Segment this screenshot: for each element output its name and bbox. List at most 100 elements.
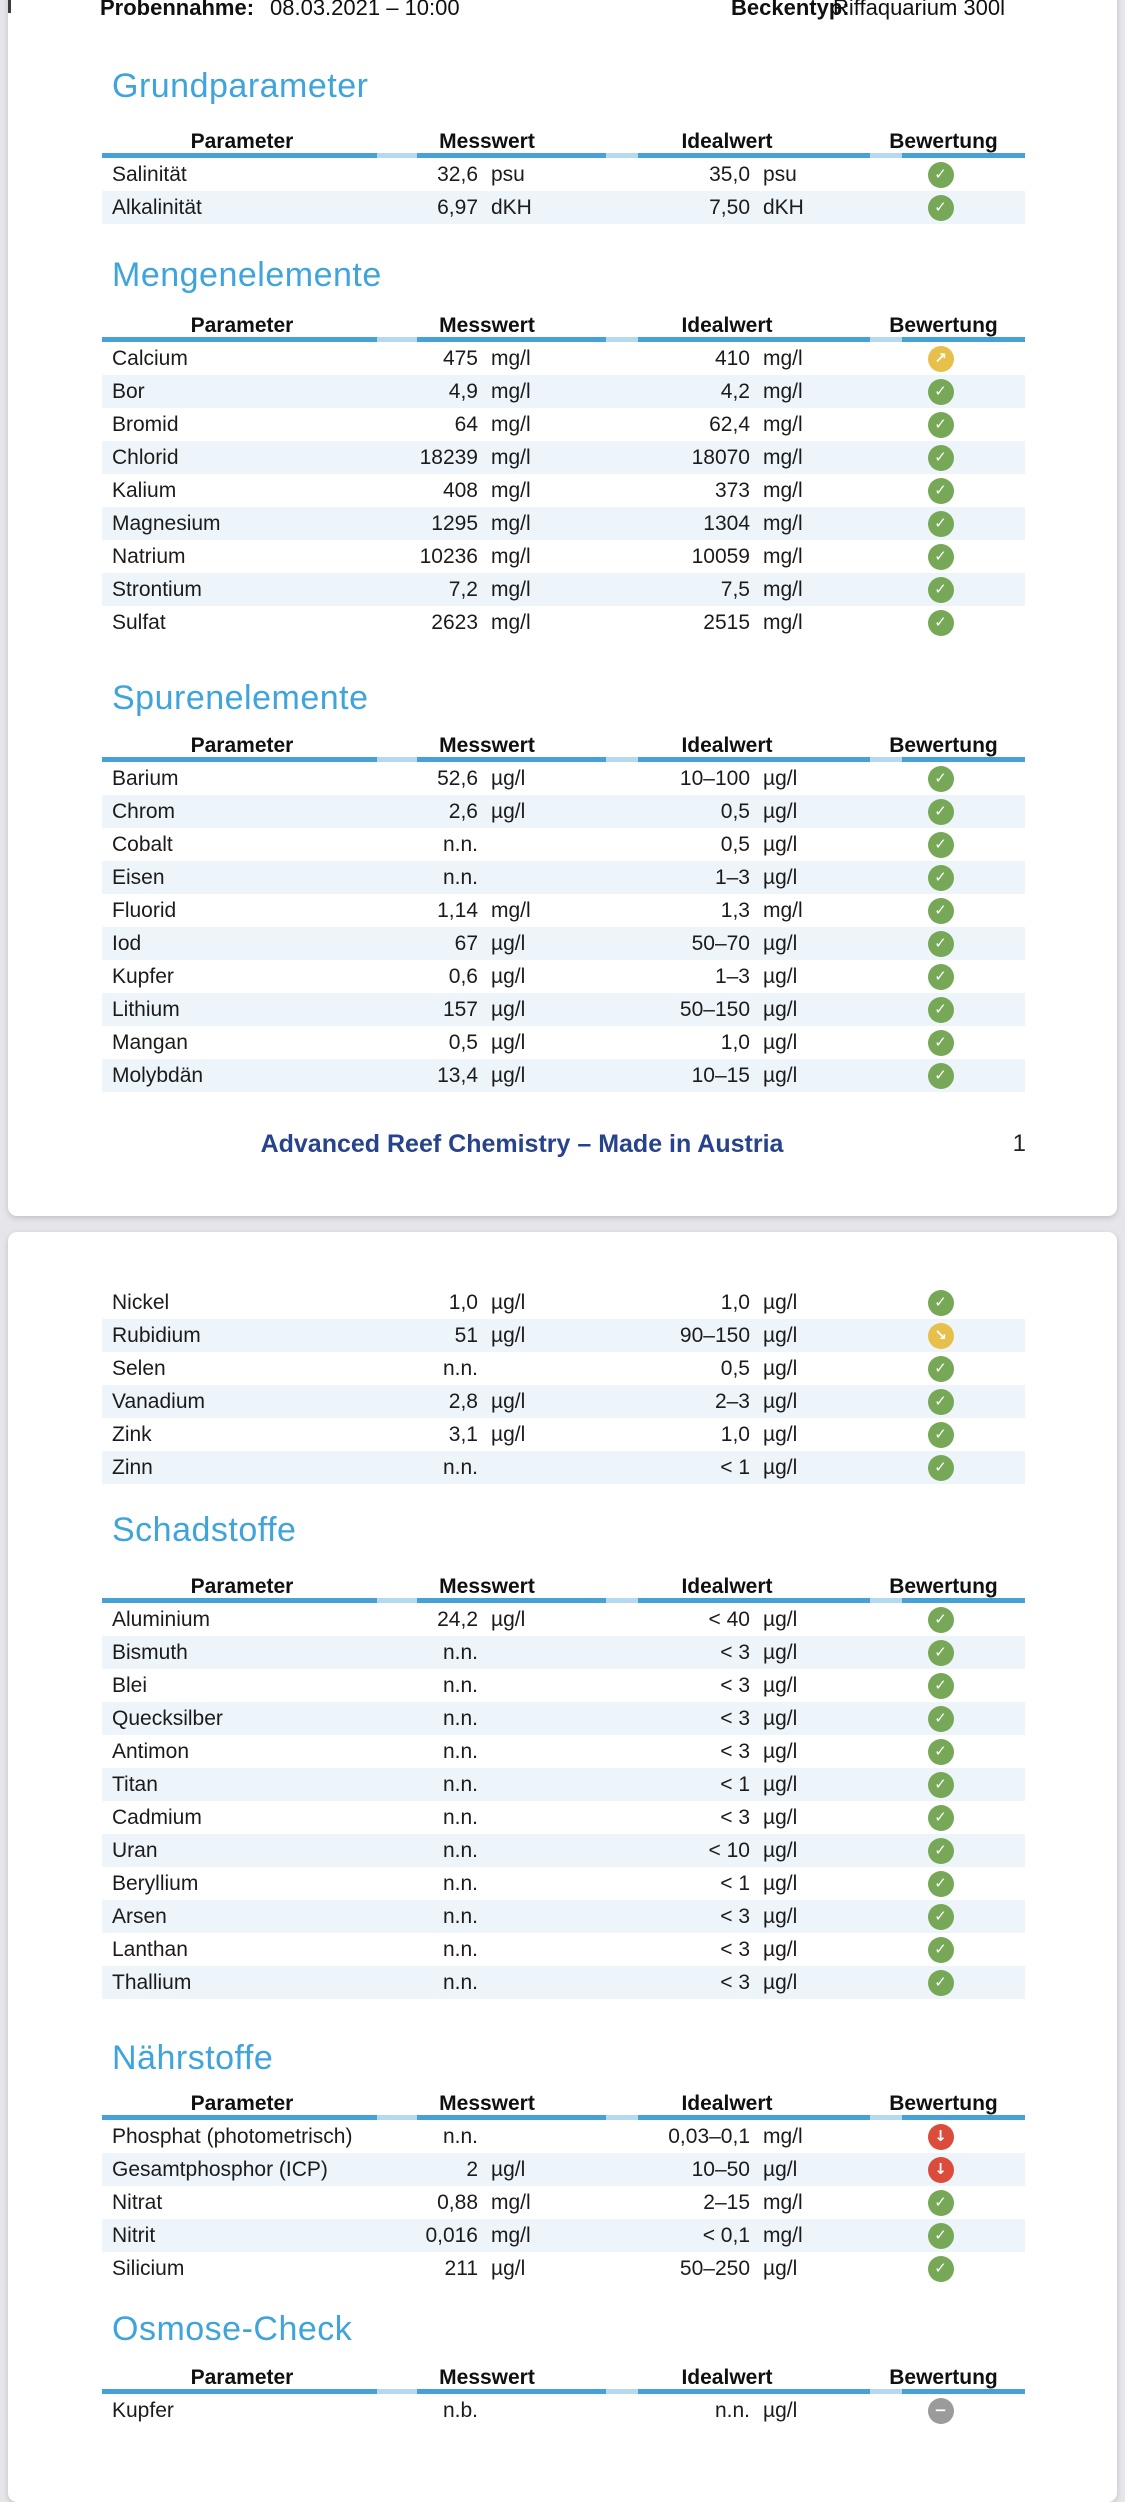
table-row: Kupfer n.b. n.n. µg/l −: [102, 2394, 1025, 2427]
status-ok-check-icon: ✓: [927, 194, 954, 221]
underline-segment: [102, 2115, 377, 2120]
ideal-unit: µg/l: [763, 1064, 798, 1087]
measured-unit: [478, 861, 576, 894]
parameter-name: Vanadium: [112, 1390, 206, 1413]
tank-type-value: Riffaquarium 300l: [833, 0, 1006, 20]
table-header-row: Parameter Messwert Idealwert Bewertung: [102, 315, 1025, 336]
section-title-naehr: Nährstoffe: [112, 2039, 274, 2077]
ideal-value: 2–15: [703, 2191, 750, 2214]
ideal-unit: mg/l: [763, 2224, 803, 2247]
underline-segment: [417, 2115, 606, 2120]
status-cell: ✓: [848, 1669, 1025, 1702]
status-cell: ✓: [848, 158, 1025, 191]
tank-type-label: Beckentyp:: [731, 0, 850, 20]
measured-unit: mg/l: [491, 380, 531, 403]
table-row: Strontium 7,2 mg/l 7,5 mg/l ✓: [102, 573, 1025, 606]
parameter-name: Mangan: [112, 1031, 188, 1054]
status-cell: ✓: [848, 1801, 1025, 1834]
ideal-unit: µg/l: [763, 965, 798, 988]
table-row: Blei n.n. < 3 µg/l ✓: [102, 1669, 1025, 1702]
measured-unit: [478, 1768, 576, 1801]
table-header-underline: [102, 757, 1025, 762]
status-ok-check-icon: ✓: [927, 1672, 954, 1699]
status-cell: ✓: [848, 2186, 1025, 2219]
table-schad: Parameter Messwert Idealwert Bewertung Alumi…: [102, 1575, 1025, 1999]
parameter-name: Titan: [112, 1773, 158, 1796]
measured-unit: µg/l: [491, 767, 526, 790]
table-row: Bromid 64 mg/l 62,4 mg/l ✓: [102, 408, 1025, 441]
ideal-unit: µg/l: [763, 1872, 798, 1895]
parameter-name: Sulfat: [112, 611, 166, 634]
ideal-value: < 3: [720, 1674, 750, 1697]
underline-segment: [902, 153, 1025, 158]
status-cell: ✓: [848, 1834, 1025, 1867]
measured-unit: mg/l: [491, 2224, 531, 2247]
underline-gap: [377, 153, 417, 158]
ideal-unit: µg/l: [763, 1839, 798, 1862]
status-ok-check-icon: ✓: [927, 543, 954, 570]
status-ok-check-icon: ✓: [927, 510, 954, 537]
ideal-unit: µg/l: [763, 1608, 798, 1631]
ideal-value: 62,4: [709, 413, 750, 436]
ideal-unit: µg/l: [763, 1674, 798, 1697]
column-header-parameter: Parameter: [190, 2092, 294, 2115]
ideal-value: 1–3: [714, 866, 750, 889]
status-ok-check-icon: ✓: [927, 1454, 954, 1481]
document-header: Probennahme: 08.03.2021 – 10:00 Beckenty…: [8, 0, 1117, 22]
ideal-value: < 3: [720, 1806, 750, 1829]
ideal-value: 10–50: [691, 2158, 750, 2181]
measured-unit: dKH: [491, 196, 532, 219]
table-spuren: Parameter Messwert Idealwert Bewertung Bariu…: [102, 735, 1025, 1092]
table-row: Titan n.n. < 1 µg/l ✓: [102, 1768, 1025, 1801]
ideal-value: 50–70: [691, 932, 750, 955]
table-row: Quecksilber n.n. < 3 µg/l ✓: [102, 1702, 1025, 1735]
status-ok-check-icon: ✓: [927, 2222, 954, 2249]
underline-segment: [638, 153, 870, 158]
underline-gap: [606, 2389, 638, 2394]
ideal-value: 0,5: [720, 833, 750, 856]
underline-segment: [417, 337, 606, 342]
measured-unit: µg/l: [491, 2257, 526, 2280]
page-top-border-remnant: [8, 0, 11, 13]
column-header-messwert: Messwert: [439, 1575, 535, 1598]
table-header-row: Parameter Messwert Idealwert Bewertung: [102, 2092, 1025, 2115]
measured-value: n.n.: [442, 833, 478, 856]
table-row: Nitrat 0,88 mg/l 2–15 mg/l ✓: [102, 2186, 1025, 2219]
column-header-bewertung: Bewertung: [889, 2092, 998, 2115]
status-ok-check-icon: ✓: [927, 864, 954, 891]
parameter-name: Uran: [112, 1839, 158, 1862]
underline-gap: [606, 153, 638, 158]
status-cell: ✓: [848, 1418, 1025, 1451]
ideal-unit: mg/l: [763, 2191, 803, 2214]
underline-gap: [606, 1598, 638, 1603]
measured-value: n.n.: [442, 1456, 478, 1479]
measured-value: 18239: [419, 446, 478, 469]
ideal-value: < 1: [720, 1773, 750, 1796]
page-2-content: Nickel 1,0 µg/l 1,0 µg/l ✓ Rubidium 51 µg/l 90–15…: [8, 1286, 1117, 2427]
measured-unit: µg/l: [491, 1291, 526, 1314]
measured-unit: µg/l: [491, 998, 526, 1021]
underline-segment: [902, 2389, 1025, 2394]
parameter-name: Thallium: [112, 1971, 192, 1994]
measured-value: 4,9: [448, 380, 478, 403]
measured-unit: µg/l: [491, 932, 526, 955]
status-cell: ✓: [848, 1026, 1025, 1059]
document-page-2: Nickel 1,0 µg/l 1,0 µg/l ✓ Rubidium 51 µg/l 90–15…: [8, 1232, 1117, 2502]
status-ok-check-icon: ✓: [927, 1738, 954, 1765]
ideal-unit: µg/l: [763, 1390, 798, 1413]
ideal-value: 7,5: [720, 578, 750, 601]
status-cell: −: [848, 2394, 1025, 2427]
table-header-underline: [102, 153, 1025, 158]
footer-brand-text: Advanced Reef Chemistry – Made in Austri…: [260, 1130, 784, 1158]
underline-gap: [870, 153, 902, 158]
status-cell: ✓: [848, 2252, 1025, 2285]
measured-unit: mg/l: [491, 2191, 531, 2214]
status-ok-check-icon: ✓: [927, 765, 954, 792]
ideal-unit: psu: [763, 163, 797, 186]
status-cell: ✓: [848, 960, 1025, 993]
measured-unit: µg/l: [491, 1324, 526, 1347]
parameter-name: Gesamtphosphor (ICP): [112, 2158, 328, 2181]
table-row: Arsen n.n. < 3 µg/l ✓: [102, 1900, 1025, 1933]
ideal-unit: mg/l: [763, 611, 803, 634]
